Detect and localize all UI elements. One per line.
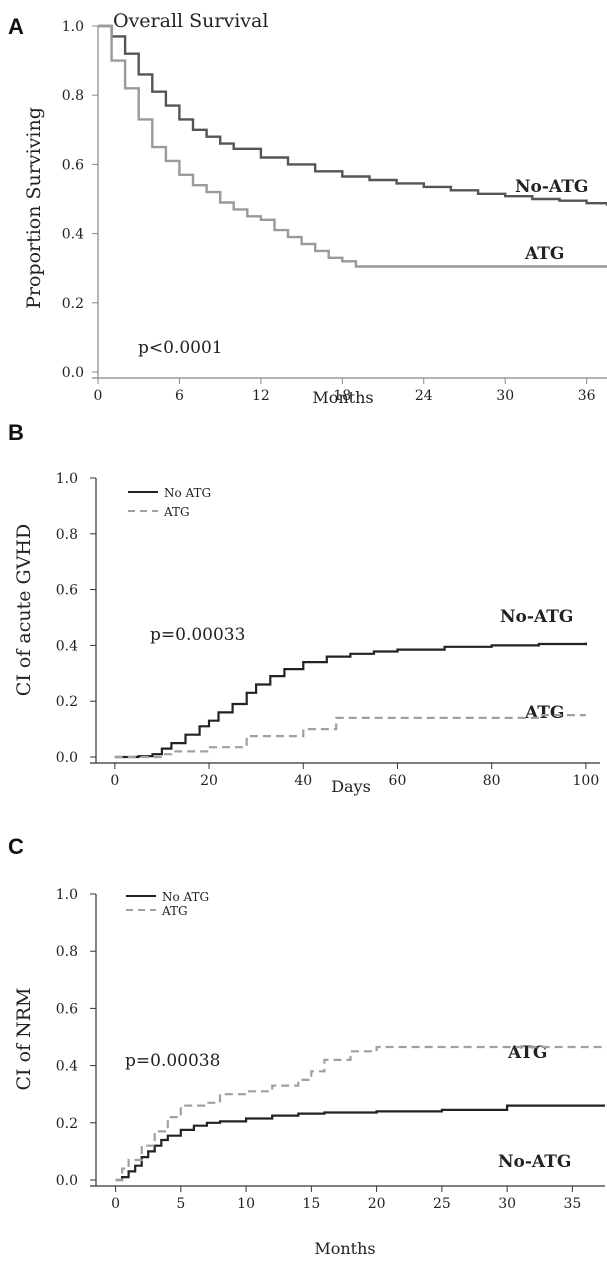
panel-b: B CI of acute GVHD Days p=0.00033 No-ATG… (8, 420, 600, 796)
x-axis-label: Months (314, 1239, 375, 1258)
y-tick-label: 0.6 (62, 157, 84, 173)
series-line-atg (114, 714, 586, 759)
series-label-no-atg: No-ATG (498, 1152, 571, 1172)
y-tick-label: 0.4 (56, 1059, 78, 1075)
series-lines (115, 1045, 605, 1182)
x-tick-label: 20 (368, 1196, 386, 1212)
y-tick-label: 1.0 (56, 471, 78, 487)
panel-label-b: B (8, 420, 24, 445)
axes: 0.0 0.2 0.4 0.6 0.8 1.0 0 6 12 18 24 30 36 (62, 19, 607, 404)
panel-label-a: A (8, 14, 24, 39)
axes: 0.0 0.2 0.4 0.6 0.8 1.0 0 20 40 60 80 100 (56, 471, 600, 789)
x-tick-label: 0 (111, 1196, 120, 1212)
series-lines (114, 642, 587, 759)
series-line-no-atg (98, 24, 607, 206)
x-tick-label: 35 (563, 1196, 581, 1212)
panel-a: A Overall Survival Proportion Surviving … (8, 10, 607, 407)
x-axis-label: Days (331, 777, 371, 796)
y-axis-label: CI of acute GVHD (13, 524, 35, 696)
y-tick-label: 0.4 (56, 638, 78, 654)
legend-label-no-atg: No ATG (164, 486, 211, 500)
panel-c: C CI of NRM Months p=0.00038 No-ATG ATG … (8, 834, 605, 1258)
x-tick-label: 15 (302, 1196, 320, 1212)
series-line-no-atg (115, 1104, 605, 1182)
series-lines (98, 24, 607, 268)
x-tick-label: 6 (175, 388, 184, 404)
x-tick-label: 0 (94, 388, 103, 404)
x-tick-label: 20 (200, 773, 218, 789)
x-tick-label: 100 (573, 773, 600, 789)
legend-label-atg: ATG (161, 904, 188, 918)
x-tick-label: 0 (110, 773, 119, 789)
series-line-atg (115, 1045, 605, 1182)
x-tick-label: 30 (496, 388, 514, 404)
axes: 0.0 0.2 0.4 0.6 0.8 1.0 0 5 10 15 20 25 30 35 (56, 887, 605, 1212)
x-tick-label: 5 (176, 1196, 185, 1212)
y-tick-label: 1.0 (56, 887, 78, 903)
y-tick-label: 0.4 (62, 227, 84, 243)
series-label-atg: ATG (524, 703, 564, 723)
x-tick-label: 10 (237, 1196, 255, 1212)
x-tick-label: 80 (483, 773, 501, 789)
y-axis-label: CI of NRM (13, 988, 35, 1091)
p-value-annotation: p=0.00038 (125, 1051, 220, 1071)
y-axis-label: Proportion Surviving (23, 107, 45, 309)
y-tick-label: 0.6 (56, 1001, 78, 1017)
series-label-no-atg: No-ATG (500, 607, 573, 627)
y-tick-label: 0.8 (56, 527, 78, 543)
y-tick-label: 0.2 (62, 296, 84, 312)
legend: No ATG ATG (126, 890, 209, 918)
y-tick-label: 0.0 (56, 750, 78, 766)
x-tick-label: 30 (498, 1196, 516, 1212)
y-tick-label: 0.2 (56, 1116, 78, 1132)
x-tick-label: 18 (333, 388, 351, 404)
series-label-no-atg: No-ATG (515, 177, 588, 197)
x-tick-label: 36 (578, 388, 596, 404)
x-tick-label: 60 (389, 773, 407, 789)
x-tick-label: 12 (252, 388, 270, 404)
series-line-atg (98, 24, 607, 268)
legend-label-no-atg: No ATG (162, 890, 209, 904)
series-label-atg: ATG (507, 1043, 547, 1063)
legend: No ATG ATG (128, 486, 211, 519)
y-tick-label: 0.0 (56, 1173, 78, 1189)
x-tick-label: 40 (294, 773, 312, 789)
p-value-annotation: p=0.00033 (150, 625, 245, 645)
y-tick-label: 0.6 (56, 583, 78, 599)
y-tick-label: 1.0 (62, 19, 84, 35)
legend-label-atg: ATG (163, 505, 190, 519)
panel-label-c: C (8, 834, 24, 859)
series-label-atg: ATG (524, 244, 564, 264)
chart-title: Overall Survival (113, 10, 268, 32)
x-axis-label: Months (312, 388, 373, 407)
series-line-no-atg (114, 642, 587, 759)
y-tick-label: 0.8 (62, 88, 84, 104)
y-tick-label: 0.2 (56, 694, 78, 710)
y-tick-label: 0.0 (62, 365, 84, 381)
y-tick-label: 0.8 (56, 944, 78, 960)
x-tick-label: 25 (433, 1196, 451, 1212)
x-tick-label: 24 (415, 388, 433, 404)
p-value-annotation: p<0.0001 (138, 338, 223, 358)
